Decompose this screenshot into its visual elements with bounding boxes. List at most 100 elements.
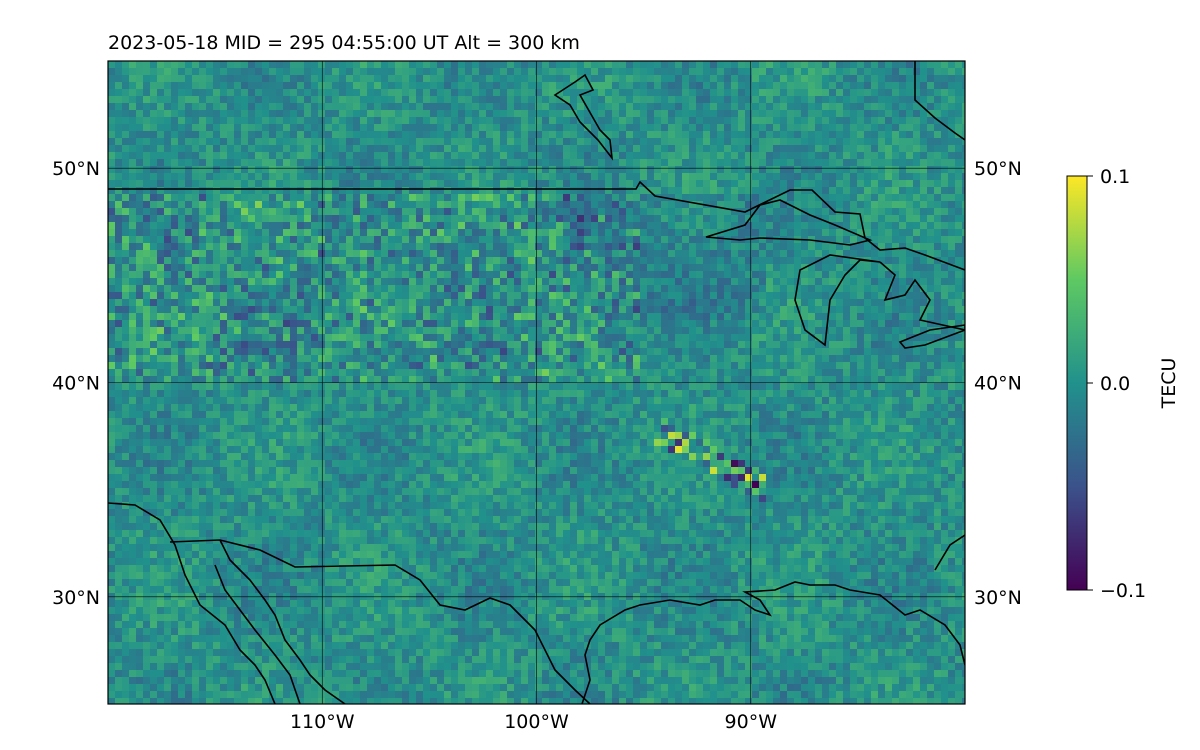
- tec-cell: [514, 236, 522, 244]
- tec-cell: [234, 68, 242, 76]
- tec-cell: [430, 264, 438, 272]
- tec-cell: [248, 180, 256, 188]
- tec-cell: [570, 250, 578, 258]
- tec-cell: [262, 250, 270, 258]
- tec-cell: [591, 236, 599, 244]
- tec-cell: [787, 215, 795, 223]
- tec-cell: [374, 306, 382, 314]
- tec-cell: [962, 110, 965, 118]
- tec-cell: [143, 166, 151, 174]
- tec-cell: [598, 306, 606, 314]
- tec-cell: [402, 173, 410, 181]
- tec-cell: [661, 131, 669, 139]
- tec-cell: [570, 201, 578, 209]
- tec-cell: [339, 306, 347, 314]
- tec-cell: [780, 334, 788, 342]
- tec-cell: [325, 222, 333, 230]
- tec-cell: [759, 96, 767, 104]
- tec-cell: [157, 299, 165, 307]
- tec-cell: [206, 250, 214, 258]
- tec-cell: [605, 285, 613, 293]
- tec-cell: [724, 68, 732, 76]
- tec-cell: [885, 299, 893, 307]
- tec-cell: [941, 257, 949, 265]
- tec-cell: [500, 222, 508, 230]
- tec-cell: [178, 75, 186, 83]
- tec-cell: [787, 229, 795, 237]
- tec-cell: [878, 264, 886, 272]
- tec-cell: [325, 159, 333, 167]
- tec-cell: [283, 257, 291, 265]
- tec-cell: [402, 68, 410, 76]
- tec-cell: [416, 299, 424, 307]
- tec-cell: [934, 180, 942, 188]
- tec-cell: [675, 180, 683, 188]
- tec-cell: [514, 110, 522, 118]
- tec-cell: [717, 215, 725, 223]
- tec-cell: [255, 257, 263, 265]
- tec-cell: [479, 306, 487, 314]
- tec-cell: [759, 278, 767, 286]
- tec-cell: [787, 159, 795, 167]
- tec-cell: [451, 166, 459, 174]
- tec-cell: [598, 75, 606, 83]
- tec-cell: [297, 166, 305, 174]
- tec-cell: [955, 187, 963, 195]
- tec-cell: [325, 285, 333, 293]
- tec-cell: [948, 306, 956, 314]
- tec-cell: [451, 159, 459, 167]
- tec-cell: [738, 264, 746, 272]
- tec-cell: [738, 103, 746, 111]
- tec-cell: [199, 89, 207, 97]
- tec-cell: [430, 292, 438, 300]
- tec-cell: [451, 110, 459, 118]
- tec-cell: [143, 257, 151, 265]
- tec-cell: [787, 117, 795, 125]
- tec-cell: [185, 306, 193, 314]
- tec-cell: [647, 145, 655, 153]
- tec-cell: [780, 222, 788, 230]
- tec-cell: [465, 208, 473, 216]
- tec-cell: [850, 187, 858, 195]
- tec-cell: [367, 222, 375, 230]
- tec-cell: [738, 313, 746, 321]
- tec-cell: [521, 327, 529, 335]
- tec-cell: [843, 327, 851, 335]
- tec-cell: [724, 327, 732, 335]
- tec-cell: [108, 215, 116, 223]
- tec-cell: [850, 173, 858, 181]
- tec-cell: [129, 117, 137, 125]
- tec-cell: [752, 320, 760, 328]
- tec-cell: [738, 138, 746, 146]
- tec-cell: [542, 271, 550, 279]
- tec-cell: [472, 68, 480, 76]
- tec-cell: [724, 229, 732, 237]
- tec-cell: [164, 194, 172, 202]
- tec-cell: [213, 313, 221, 321]
- tec-cell: [962, 68, 965, 76]
- tec-cell: [801, 96, 809, 104]
- tec-cell: [528, 320, 536, 328]
- tec-cell: [661, 166, 669, 174]
- tec-cell: [724, 145, 732, 153]
- tec-cell: [906, 159, 914, 167]
- tec-cell: [682, 243, 690, 251]
- tec-cell: [745, 285, 753, 293]
- tec-cell: [703, 166, 711, 174]
- tec-cell: [507, 152, 515, 160]
- tec-cell: [458, 306, 466, 314]
- tec-cell: [360, 292, 368, 300]
- tec-cell: [955, 138, 963, 146]
- tec-cell: [276, 208, 284, 216]
- tec-cell: [199, 278, 207, 286]
- tec-cell: [234, 285, 242, 293]
- tec-cell: [367, 208, 375, 216]
- tec-cell: [395, 110, 403, 118]
- tec-cell: [829, 320, 837, 328]
- tec-cell: [941, 61, 949, 69]
- tec-cell: [248, 264, 256, 272]
- tec-cell: [556, 285, 564, 293]
- tec-cell: [136, 313, 144, 321]
- tec-cell: [899, 173, 907, 181]
- tec-cell: [570, 152, 578, 160]
